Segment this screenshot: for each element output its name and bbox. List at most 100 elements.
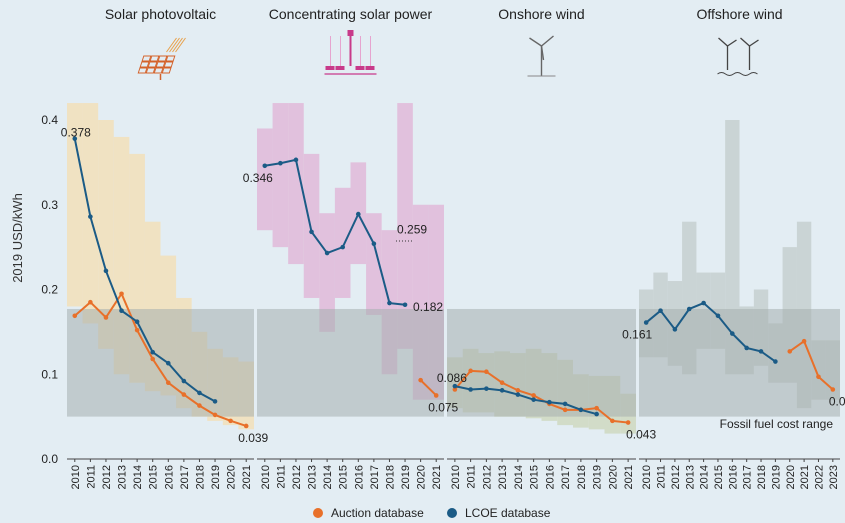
data-point [134,327,140,333]
data-point [72,136,78,141]
x-tick-label: 2014 [699,465,711,489]
data-point [387,300,392,306]
data-point [830,387,836,392]
data-point [309,229,314,235]
x-tick-label: 2017 [369,465,381,489]
x-tick-label: 2010 [450,465,462,489]
y-tick-label: 0.1 [41,367,58,381]
legend-auction-marker [313,508,323,518]
x-tick-label: 2017 [742,465,754,489]
data-point [72,313,78,319]
data-point [594,405,599,411]
lcoe-series-line [73,138,216,403]
data-point [119,308,124,313]
data-point [643,320,649,325]
x-tick-label: 2016 [544,465,556,489]
text-layer: Solar photovoltaic 0.378 0.039 Concentratin… [61,6,845,445]
cost-range-bar [397,103,413,349]
data-point [686,306,692,312]
data-label: 0.043 [626,428,656,442]
x-tick-label: 2013 [497,465,509,489]
x-tick-label: 2021 [241,465,253,489]
x-tick-label: 2021 [623,465,635,489]
data-point [715,313,721,319]
data-point [484,386,489,391]
data-point [402,302,408,308]
data-point [212,412,218,418]
x-tick-label: 2012 [101,465,113,489]
data-point [468,368,473,374]
x-tick-label: 2020 [607,465,619,489]
panel-title: Offshore wind [696,6,782,22]
lcoe-series-line [454,385,597,416]
data-label: 0.161 [622,328,652,342]
x-tick-label: 2017 [560,465,572,489]
data-point [452,387,458,392]
x-tick-label: 2013 [117,465,129,489]
data-point [293,157,299,163]
data-point [119,291,124,297]
auction-series-line [74,291,247,427]
x-tick-label: 2015 [338,465,350,489]
data-label: 0.182 [413,300,443,314]
data-label: 0.378 [61,126,91,140]
x-tick-label: 2010 [70,465,82,489]
data-point [625,420,631,425]
data-point [324,250,330,256]
auction-series-line [419,379,437,397]
fossil-band-layer [67,308,840,417]
x-tick-label: 2014 [132,465,144,489]
data-point [340,244,346,250]
x-tick-label: 2017 [179,465,191,489]
x-tick-label: 2012 [481,465,493,489]
data-point [562,407,568,413]
fossil-fuel-band [67,308,254,417]
x-tick-label: 2021 [799,465,811,489]
data-point [228,418,233,424]
x-tick-label: 2016 [353,465,365,489]
series-layer [72,136,836,429]
cost-range-bar [98,120,114,349]
panel-title: Solar photovoltaic [105,6,216,22]
data-point [730,331,735,336]
x-tick-label: 2019 [592,465,604,489]
data-point [197,390,202,396]
data-label: 0.259 [397,222,427,236]
data-point [499,388,505,393]
x-tick-label: 2023 [828,465,840,489]
data-point [181,392,187,397]
x-tick-label: 2011 [85,465,97,489]
data-point [243,423,249,429]
offshore-wind-icon [717,37,759,76]
data-point [816,374,821,380]
y-tick-label: 0.2 [41,283,58,297]
x-tick-label: 2020 [416,465,428,489]
x-tick-label: 2011 [656,465,668,489]
data-point [88,299,93,305]
data-label: 0.346 [243,171,273,185]
data-point [165,360,171,366]
x-tick-label: 2013 [307,465,319,489]
x-tick-label: 2018 [384,465,396,489]
x-tick-label: 2011 [466,465,478,489]
legend: Auction database LCOE database [313,506,551,520]
data-point [103,315,109,320]
data-point [371,241,377,247]
panel-title: Onshore wind [498,6,584,22]
x-tick-label: 2021 [431,465,443,489]
x-tick-label: 2010 [260,465,272,489]
cost-range-bar [257,128,273,231]
y-tick-label: 0.4 [41,113,58,127]
data-label: 0.086 [437,371,467,385]
data-point [468,387,473,392]
cost-range-bar [303,153,320,298]
data-point [562,401,568,407]
data-point [484,369,489,375]
data-point [452,383,458,389]
lcoe-series-line [264,158,406,306]
x-tick-label: 2013 [684,465,696,489]
lcoe-series-line [645,301,776,363]
data-point [134,319,140,325]
legend-auction-label: Auction database [331,506,424,520]
